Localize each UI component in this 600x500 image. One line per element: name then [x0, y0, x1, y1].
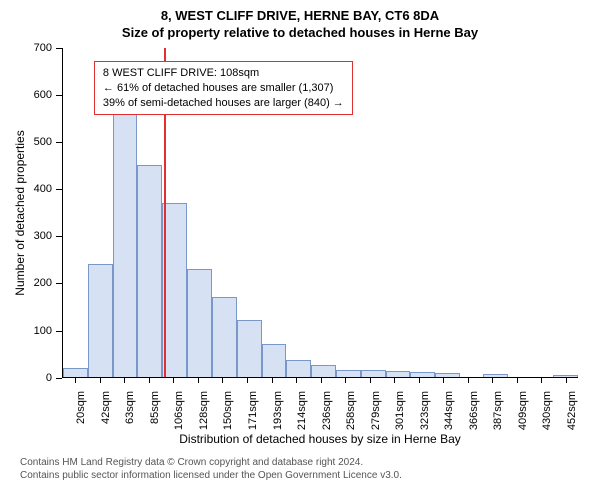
title-line-2: Size of property relative to detached ho…: [12, 25, 588, 42]
title-line-1: 8, WEST CLIFF DRIVE, HERNE BAY, CT6 8DA: [12, 8, 588, 25]
chart-container: 8, WEST CLIFF DRIVE, HERNE BAY, CT6 8DA …: [0, 0, 600, 500]
y-tick-label: 400: [34, 183, 52, 195]
x-tick-marks: [63, 377, 578, 383]
footer-line-2: Contains public sector information licen…: [20, 469, 588, 482]
y-tick-label: 700: [34, 42, 52, 54]
y-tick-label: 0: [46, 372, 52, 384]
y-axis-label: Number of detached properties: [13, 130, 27, 295]
x-tick-label: 171sqm: [247, 391, 259, 430]
histogram-bar: [137, 165, 162, 377]
histogram-bar: [262, 344, 287, 377]
x-tick-label: 258sqm: [345, 391, 357, 430]
y-tick-label: 200: [34, 277, 52, 289]
x-tick-label: 150sqm: [222, 391, 234, 430]
x-tick-label: 279sqm: [370, 391, 382, 430]
histogram-bar: [187, 269, 212, 377]
callout-line: 8 WEST CLIFF DRIVE: 108sqm: [103, 66, 344, 81]
x-tick-label: 63sqm: [124, 391, 136, 424]
histogram-bar: [63, 368, 88, 376]
histogram-bar: [88, 264, 113, 377]
x-tick-label: 452sqm: [566, 391, 578, 430]
x-tick-label: 344sqm: [443, 391, 455, 430]
x-tick-label: 193sqm: [272, 391, 284, 430]
x-axis-label: Distribution of detached houses by size …: [62, 432, 578, 446]
x-tick-label: 20sqm: [75, 391, 87, 424]
x-tick-label: 42sqm: [100, 391, 112, 424]
histogram-bar: [162, 203, 187, 377]
x-tick-label: 430sqm: [541, 391, 553, 430]
histogram-bar: [113, 97, 138, 377]
x-tick-label: 214sqm: [296, 391, 308, 430]
y-tick-marks: 0100200300400500600700: [54, 48, 62, 378]
x-tick-label: 85sqm: [149, 391, 161, 424]
plot-area-wrapper: Number of detached properties 8 WEST CLI…: [62, 48, 578, 378]
x-tick-label: 106sqm: [173, 391, 185, 430]
x-tick-label: 409sqm: [517, 391, 529, 430]
y-tick-label: 600: [34, 89, 52, 101]
footer-line-1: Contains HM Land Registry data © Crown c…: [20, 456, 588, 469]
x-tick-label: 366sqm: [468, 391, 480, 430]
histogram-bar: [212, 297, 237, 377]
histogram-bar: [286, 360, 311, 376]
footer-attribution: Contains HM Land Registry data © Crown c…: [20, 456, 588, 482]
histogram-bar: [336, 370, 361, 377]
y-tick-label: 300: [34, 230, 52, 242]
histogram-bar: [237, 320, 262, 376]
x-tick-label: 301sqm: [394, 391, 406, 430]
histogram-bar: [311, 365, 336, 377]
x-tick-label: 323sqm: [419, 391, 431, 430]
y-tick-label: 500: [34, 136, 52, 148]
callout-line: ← 61% of detached houses are smaller (1,…: [103, 81, 344, 96]
x-tick-label: 387sqm: [492, 391, 504, 430]
histogram-bar: [361, 370, 386, 377]
callout-box: 8 WEST CLIFF DRIVE: 108sqm← 61% of detac…: [94, 61, 353, 116]
x-tick-label: 128sqm: [198, 391, 210, 430]
x-tick-label: 236sqm: [321, 391, 333, 430]
y-tick-label: 100: [34, 325, 52, 337]
plot-area: 8 WEST CLIFF DRIVE: 108sqm← 61% of detac…: [62, 48, 578, 378]
callout-line: 39% of semi-detached houses are larger (…: [103, 96, 344, 111]
